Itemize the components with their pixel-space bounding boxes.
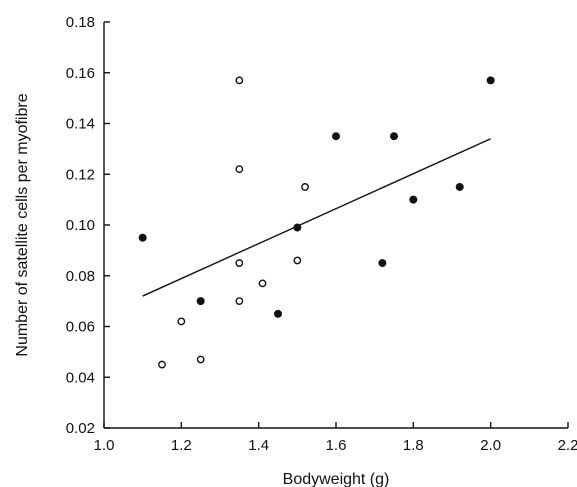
data-point-filled bbox=[274, 309, 282, 318]
data-point-filled bbox=[293, 223, 302, 232]
y-axis-label: Number of satellite cells per myofibre bbox=[14, 93, 31, 356]
data-point-filled bbox=[378, 259, 387, 268]
data-point-filled bbox=[455, 182, 464, 191]
x-tick-label: 1.2 bbox=[171, 437, 192, 454]
y-tick-label: 0.12 bbox=[66, 166, 95, 183]
x-axis-label: Bodyweight (g) bbox=[283, 471, 390, 487]
x-tick-label: 1.0 bbox=[94, 437, 115, 454]
data-point-open bbox=[235, 76, 244, 85]
data-point-open bbox=[196, 355, 205, 364]
y-tick-label: 0.08 bbox=[66, 268, 95, 285]
y-tick-label: 0.06 bbox=[66, 319, 95, 336]
x-tick-label: 1.4 bbox=[248, 437, 269, 454]
y-tick-label: 0.14 bbox=[66, 116, 95, 133]
data-point-filled bbox=[486, 76, 495, 85]
data-point-open bbox=[293, 256, 302, 265]
x-tick-label: 2.2 bbox=[558, 437, 577, 454]
y-tick-label: 0.02 bbox=[66, 420, 95, 437]
data-point-filled bbox=[409, 195, 418, 204]
data-point-filled bbox=[196, 297, 205, 306]
x-ticks: 1.0 1.2 1.4 1.6 1.8 2.0 2.2 bbox=[94, 422, 577, 454]
data-point-filled bbox=[390, 132, 398, 141]
y-ticks: 0.02 0.04 0.06 0.08 0.10 0.12 0.14 0.16 0.18 bbox=[66, 14, 110, 437]
data-points bbox=[138, 76, 495, 369]
data-point-open bbox=[158, 360, 166, 369]
y-tick-label: 0.10 bbox=[66, 217, 95, 234]
axes bbox=[103, 22, 568, 429]
y-tick-label: 0.04 bbox=[66, 369, 95, 386]
data-point-open bbox=[301, 183, 309, 191]
data-point-open bbox=[258, 279, 267, 288]
x-tick-label: 1.8 bbox=[403, 437, 424, 454]
data-point-open bbox=[235, 259, 244, 267]
data-point-filled bbox=[332, 132, 340, 141]
data-point-open bbox=[235, 165, 244, 174]
data-point-filled bbox=[138, 233, 147, 242]
y-tick-label: 0.16 bbox=[66, 65, 95, 82]
regression-line bbox=[142, 138, 491, 297]
data-point-open bbox=[177, 317, 186, 326]
data-point-open bbox=[235, 297, 244, 306]
regression-line-group bbox=[142, 138, 491, 297]
x-tick-label: 2.0 bbox=[480, 437, 501, 454]
y-tick-label: 0.18 bbox=[66, 14, 95, 31]
x-tick-label: 1.6 bbox=[326, 437, 347, 454]
